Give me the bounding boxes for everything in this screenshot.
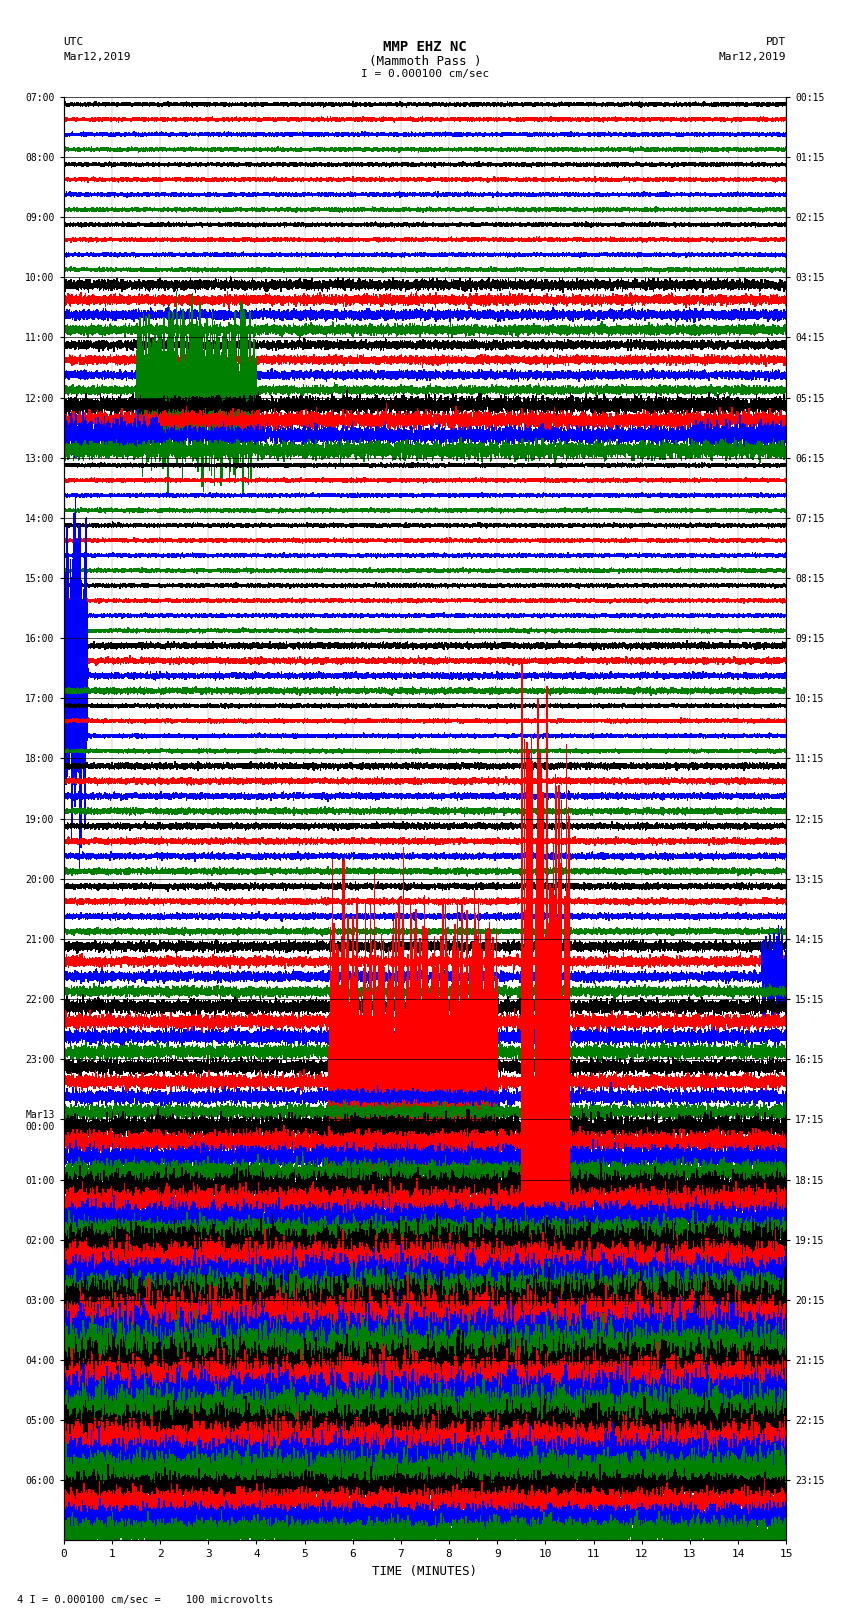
- Text: MMP EHZ NC: MMP EHZ NC: [383, 40, 467, 55]
- Text: UTC: UTC: [64, 37, 84, 47]
- Text: I = 0.000100 cm/sec: I = 0.000100 cm/sec: [361, 69, 489, 79]
- Text: Mar12,2019: Mar12,2019: [64, 52, 131, 61]
- X-axis label: TIME (MINUTES): TIME (MINUTES): [372, 1565, 478, 1578]
- Text: (Mammoth Pass ): (Mammoth Pass ): [369, 55, 481, 68]
- Text: PDT: PDT: [766, 37, 786, 47]
- Text: Mar12,2019: Mar12,2019: [719, 52, 786, 61]
- Text: 4 I = 0.000100 cm/sec =    100 microvolts: 4 I = 0.000100 cm/sec = 100 microvolts: [17, 1595, 273, 1605]
